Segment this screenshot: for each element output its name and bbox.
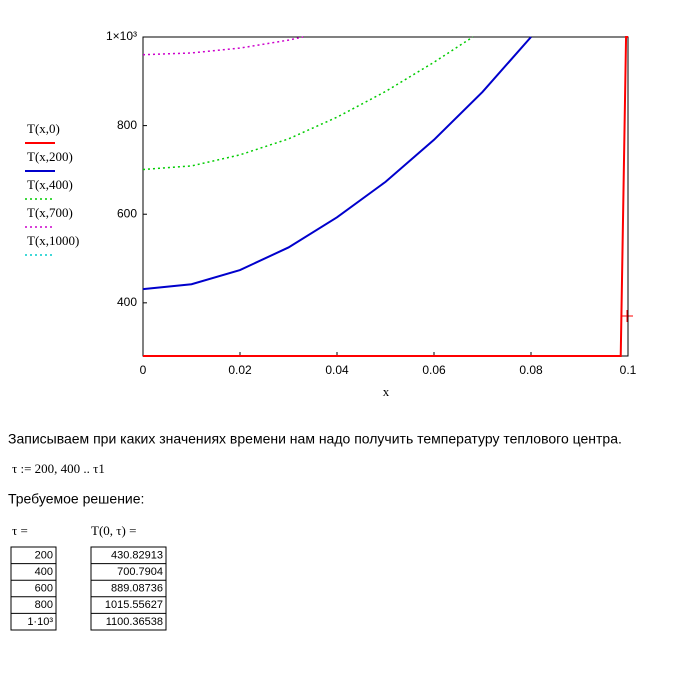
paragraph: Записываем при каких значениях времени н… (8, 431, 622, 447)
x-tick-label: 0.02 (228, 363, 252, 377)
table-cell: 889.08736 (111, 583, 163, 595)
table-header: τ = (12, 523, 28, 538)
table-header: T(0, τ) = (91, 523, 136, 538)
line-series (142, 36, 474, 171)
table-cell: 400 (35, 566, 53, 578)
y-tick-label: 400 (117, 295, 137, 309)
y-tick-label: 600 (117, 206, 137, 220)
x-axis-label: x (383, 384, 390, 399)
table-cell: 430.82913 (111, 549, 163, 561)
legend-label: T(x,1000) (27, 233, 79, 248)
legend-label: T(x,700) (27, 205, 73, 220)
table-cell: 1100.36538 (106, 616, 163, 628)
x-tick-label: 0.06 (422, 363, 446, 377)
x-tick-label: 0.1 (620, 363, 637, 377)
cursor (621, 310, 633, 322)
table-cell: 1015.55627 (105, 599, 163, 611)
table-cell: 700.7904 (117, 566, 163, 578)
caption: Требуемое решение: (8, 491, 144, 507)
table-cell: 600 (35, 583, 53, 595)
line-series (142, 36, 304, 56)
table-cell: 1·10³ (27, 616, 53, 628)
legend-label: T(x,400) (27, 177, 73, 192)
x-tick-label: 0.08 (519, 363, 543, 377)
x-tick-label: 0.04 (325, 363, 349, 377)
x-tick-label: 0 (140, 363, 147, 377)
table-box (10, 546, 57, 631)
line-series (143, 36, 628, 357)
legend-label: T(x,200) (27, 149, 73, 164)
plot-area (142, 36, 629, 357)
y-tick-label: 1×10³ (106, 29, 137, 43)
legend-label: T(x,0) (27, 121, 60, 136)
line-series (142, 36, 532, 291)
formula: τ := 200, 400 .. τ1 (12, 461, 105, 476)
table-cell: 800 (35, 599, 53, 611)
table-cell: 200 (35, 549, 53, 561)
table-box (90, 546, 167, 631)
y-tick-label: 800 (117, 118, 137, 132)
